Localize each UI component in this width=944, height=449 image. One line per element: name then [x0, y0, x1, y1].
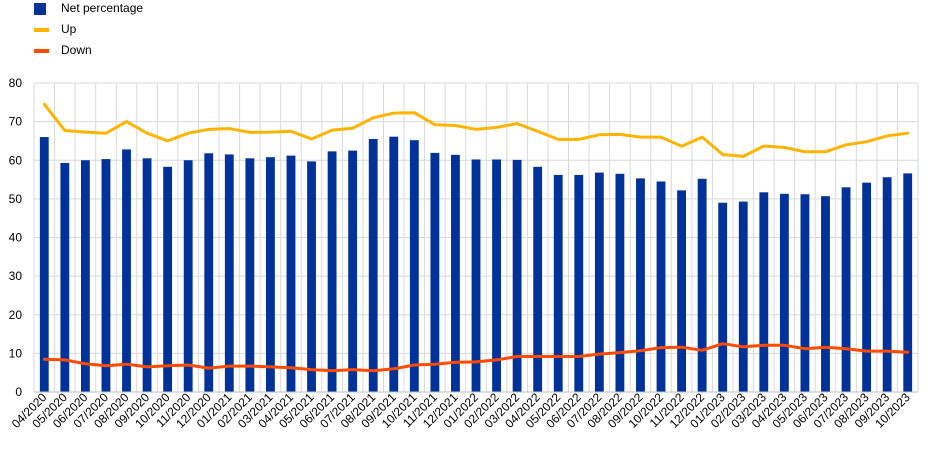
legend-label-net-percentage: Net percentage [61, 1, 144, 15]
bar-net-percentage [183, 160, 193, 392]
legend-label-up: Up [61, 22, 77, 36]
bar-net-percentage [327, 151, 337, 392]
bar-net-percentage [656, 181, 666, 392]
bar-net-percentage [142, 158, 152, 392]
bar-net-percentage [759, 192, 769, 392]
y-tick-label: 40 [9, 231, 23, 245]
bar-net-percentage [841, 187, 851, 392]
bar-net-percentage [409, 140, 419, 392]
y-tick-label: 10 [9, 346, 23, 360]
y-tick-label: 30 [9, 269, 23, 283]
line-up [42, 102, 910, 158]
bar-net-percentage [368, 139, 378, 392]
legend-swatch-up [34, 28, 49, 32]
bar-net-percentage [718, 202, 728, 392]
bar-net-percentage [101, 159, 111, 392]
legend-label-down: Down [61, 43, 92, 57]
bar-net-percentage [533, 166, 543, 392]
bar-net-percentage [348, 150, 358, 392]
bar-net-percentage [553, 174, 563, 392]
y-tick-label: 60 [9, 153, 23, 167]
y-tick-label: 70 [9, 115, 23, 129]
bar-net-percentage [163, 166, 173, 392]
bar-net-percentage [60, 162, 70, 392]
bar-net-percentage [80, 160, 90, 392]
y-tick-label: 20 [9, 308, 23, 322]
bar-net-percentage [779, 193, 789, 392]
bar-net-percentage [882, 177, 892, 392]
bar-net-percentage [265, 157, 275, 392]
bar-net-percentage [430, 152, 440, 392]
bar-net-percentage [738, 201, 748, 392]
bar-net-percentage [903, 173, 913, 392]
bar-net-percentage [862, 182, 872, 392]
bar-net-percentage [574, 174, 584, 392]
bar-net-percentage [39, 137, 49, 392]
bar-net-percentage [512, 159, 522, 392]
y-tick-label: 50 [9, 192, 23, 206]
bar-net-percentage [636, 178, 645, 392]
bar-net-percentage [204, 153, 214, 392]
bar-net-percentage [615, 173, 625, 392]
bar-net-percentage [451, 154, 460, 392]
legend-swatch-net-percentage [34, 3, 46, 15]
bar-net-percentage [245, 158, 255, 392]
bar-net-percentage [594, 172, 604, 392]
bar-net-percentage [677, 190, 687, 392]
y-tick-label: 80 [9, 76, 23, 90]
bar-net-percentage [697, 178, 707, 392]
line-down [42, 342, 910, 373]
bar-net-percentage [122, 149, 131, 392]
bar-net-percentage [471, 159, 481, 392]
legend-swatch-down [34, 49, 49, 53]
bar-net-percentage [286, 155, 296, 392]
y-tick-label: 0 [15, 385, 22, 399]
bar-net-percentage [307, 161, 316, 392]
bar-net-percentage [800, 194, 810, 392]
bar-net-percentage [224, 154, 234, 392]
bar-net-percentage [821, 196, 830, 392]
bar-net-percentage [492, 159, 501, 392]
bar-net-percentage [389, 136, 399, 392]
